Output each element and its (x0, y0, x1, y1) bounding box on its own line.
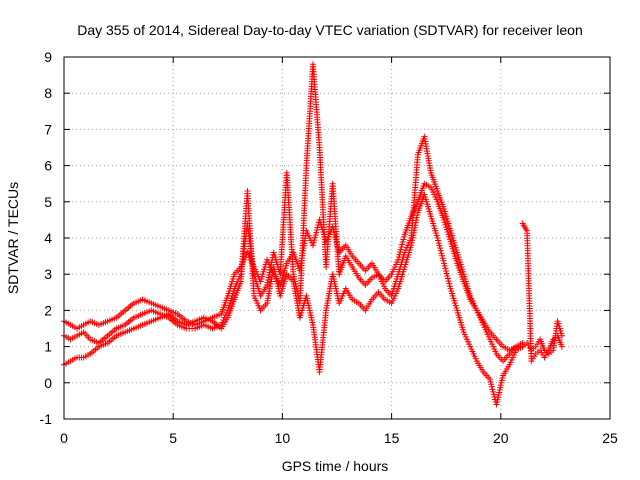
data-point (435, 240, 442, 247)
y-tick-label: 4 (44, 230, 52, 246)
data-point (446, 280, 453, 287)
data-point (445, 278, 452, 285)
data-point (558, 343, 565, 350)
data-point (439, 252, 446, 259)
x-tick-label: 0 (60, 430, 68, 446)
data-point (490, 388, 497, 395)
x-axis-label: GPS time / hours (282, 458, 389, 474)
y-tick-label: 6 (44, 158, 52, 174)
data-point (309, 242, 316, 249)
data-point (437, 245, 444, 252)
data-point (408, 239, 415, 246)
data-point (409, 237, 416, 244)
data-markers (61, 61, 565, 408)
data-point (441, 260, 448, 267)
y-tick-label: 3 (44, 266, 52, 282)
data-point (558, 332, 565, 339)
data-point (410, 232, 417, 239)
data-point (488, 381, 495, 388)
y-tick-label: 7 (44, 121, 52, 137)
chart-title: Day 355 of 2014, Sidereal Day-to-day VTE… (77, 22, 583, 38)
data-point (436, 242, 443, 249)
series-track-e (519, 318, 565, 357)
y-tick-label: 1 (44, 339, 52, 355)
data-point (413, 217, 420, 224)
data-point (435, 237, 442, 244)
data-point (413, 214, 420, 221)
data-point (401, 233, 408, 240)
data-point (264, 282, 271, 289)
x-tick-label: 20 (493, 430, 509, 446)
data-point (446, 283, 453, 290)
data-point (441, 262, 448, 269)
data-point (438, 250, 445, 257)
data-point (488, 383, 495, 390)
x-tick-label: 5 (169, 430, 177, 446)
y-axis: -1 0 1 2 3 4 5 6 7 8 9 (40, 49, 610, 427)
data-point (264, 279, 271, 286)
data-point (489, 386, 496, 393)
data-point (265, 277, 272, 284)
y-tick-label: 2 (44, 302, 52, 318)
data-point (412, 222, 419, 229)
plot-frame (63, 56, 611, 420)
data-point (408, 242, 415, 249)
x-tick-label: 15 (384, 430, 400, 446)
data-point (313, 229, 320, 236)
data-point (399, 238, 406, 245)
y-tick-label: 9 (44, 49, 52, 65)
data-point (442, 267, 449, 274)
data-point (486, 376, 493, 383)
data-point (487, 378, 494, 385)
data-point (443, 270, 450, 277)
data-point (311, 237, 318, 244)
data-point (397, 246, 404, 253)
data-point (399, 241, 406, 248)
data-point (312, 232, 319, 239)
y-tick-label: -1 (40, 411, 53, 427)
data-point (411, 224, 418, 231)
y-tick-label: 5 (44, 194, 52, 210)
data-point (444, 273, 451, 280)
data-point (440, 257, 447, 264)
x-tick-label: 10 (275, 430, 291, 446)
data-point (437, 247, 444, 254)
data-point (265, 274, 272, 281)
data-point (442, 265, 449, 272)
y-axis-label: SDTVAR / TECUs (5, 182, 21, 294)
data-point (310, 239, 317, 246)
data-point (329, 224, 336, 231)
data-point (313, 227, 320, 234)
data-point (414, 212, 421, 219)
data-point (439, 255, 446, 262)
y-tick-label: 8 (44, 85, 52, 101)
data-point (434, 235, 441, 241)
data-point (444, 275, 451, 282)
series-track-c (61, 187, 526, 408)
data-point (409, 234, 416, 241)
data-point (400, 236, 407, 243)
x-tick-label: 25 (602, 430, 618, 446)
data-point (410, 229, 417, 236)
data-point (398, 244, 405, 251)
data-point (411, 227, 418, 234)
x-axis: 0 5 10 15 20 25 (60, 57, 618, 446)
series-track-b (61, 61, 526, 365)
data-point (311, 234, 318, 241)
data-point (412, 219, 419, 226)
y-tick-label: 0 (44, 375, 52, 391)
